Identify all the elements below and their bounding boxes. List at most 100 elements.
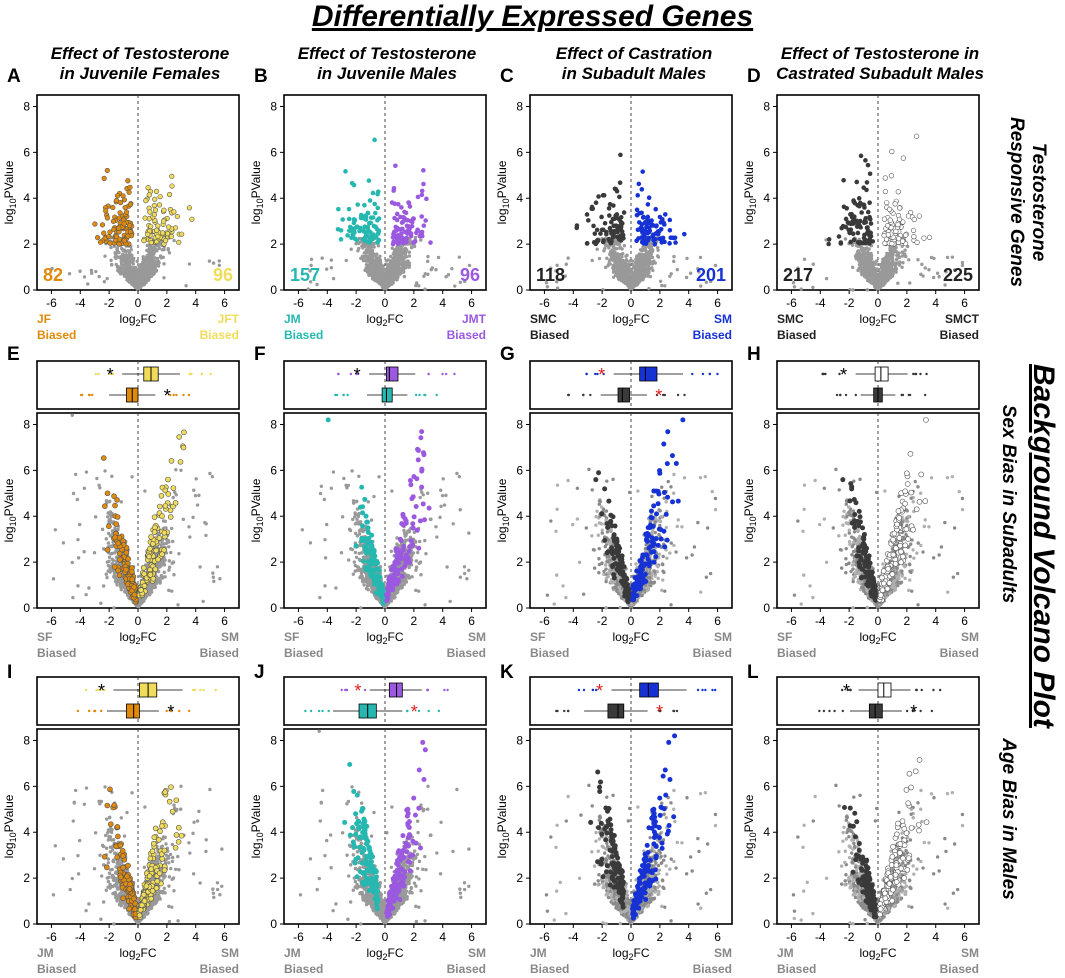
background-point <box>648 274 653 279</box>
background-point <box>390 269 395 274</box>
left-biased-point <box>110 204 116 211</box>
background-point <box>407 250 412 254</box>
right-biased-point <box>169 173 175 179</box>
background-point <box>824 276 829 281</box>
background-point <box>115 247 119 252</box>
background-point <box>864 259 868 264</box>
left-biased-point <box>601 238 606 243</box>
background-point <box>931 275 936 280</box>
right-biased-point <box>428 240 433 245</box>
right-biased-point <box>155 223 161 229</box>
background-point <box>417 284 421 288</box>
left-biased-point <box>864 180 870 185</box>
right-biased-point <box>654 223 659 228</box>
background-point <box>874 278 878 283</box>
background-point <box>349 247 353 251</box>
right-biased-point <box>645 202 651 207</box>
x-tick-label: -4 <box>75 296 86 310</box>
right-biased-point <box>415 194 421 200</box>
x-tick-label: 4 <box>932 296 939 310</box>
right-biased-point <box>913 133 920 139</box>
left-biased-point <box>867 241 872 246</box>
left-biased-point <box>365 224 371 230</box>
right-biased-point <box>639 187 645 192</box>
left-biased-point <box>621 210 627 215</box>
right-biased-point <box>645 214 651 220</box>
background-point <box>324 267 329 271</box>
left-biased-point <box>95 234 101 241</box>
right-biased-point <box>162 238 169 244</box>
background-point <box>645 270 650 275</box>
background-point <box>331 276 336 281</box>
left-biased-point <box>863 158 868 163</box>
background-point <box>376 274 380 278</box>
right-biased-point <box>404 239 409 245</box>
background-point <box>649 255 653 259</box>
left-biased-point <box>343 169 348 174</box>
background-point <box>103 469 107 473</box>
background-point <box>357 246 361 251</box>
right-biased-point <box>168 233 175 240</box>
background-point <box>638 262 642 266</box>
background-point <box>635 282 640 287</box>
background-point <box>181 517 186 522</box>
background-point <box>105 276 109 281</box>
background-point <box>309 257 314 261</box>
left-biased-point <box>599 214 604 220</box>
right-biased-point <box>916 213 922 219</box>
left-biased-point <box>611 223 617 229</box>
left-biased-point <box>107 240 113 246</box>
left-biased-point <box>367 235 372 240</box>
background-point <box>612 263 616 267</box>
left-biased-point <box>618 152 623 158</box>
background-point <box>894 257 899 262</box>
background-point <box>620 274 624 278</box>
background-point <box>640 248 644 253</box>
background-point <box>177 552 181 556</box>
background-point <box>888 269 893 273</box>
right-biased-point <box>639 239 645 245</box>
background-point <box>120 252 125 257</box>
right-biased-point <box>895 189 901 195</box>
left-biased-point <box>859 210 864 215</box>
background-point <box>603 246 607 251</box>
right-bias-label-line2: Biased <box>693 328 732 342</box>
right-biased-point <box>881 216 888 222</box>
background-point <box>391 263 396 267</box>
background-point <box>131 258 135 263</box>
right-biased-point <box>176 239 182 245</box>
right-biased-point <box>166 191 173 198</box>
background-point <box>655 254 660 258</box>
y-tick-label: 4 <box>270 191 277 205</box>
left-biased-point <box>122 204 128 211</box>
background-point <box>876 287 881 291</box>
background-point <box>862 252 867 256</box>
background-point <box>152 271 156 276</box>
background-point <box>887 254 891 259</box>
left-bias-label-line2: Biased <box>530 328 569 342</box>
background-point <box>384 273 388 277</box>
right-count: 201 <box>696 265 726 285</box>
background-point <box>545 285 550 289</box>
background-point <box>898 260 902 264</box>
background-point <box>367 272 371 277</box>
right-biased-point <box>155 233 161 240</box>
right-biased-point <box>160 218 167 224</box>
background-point <box>792 285 797 289</box>
left-biased-point <box>614 215 620 221</box>
left-bias-label: JF <box>37 312 51 326</box>
background-point <box>116 264 120 269</box>
left-biased-point <box>373 210 378 216</box>
background-point <box>698 255 703 260</box>
background-point <box>167 588 171 593</box>
left-biased-point <box>858 225 863 230</box>
background-point <box>921 274 925 278</box>
left-biased-point <box>125 178 131 184</box>
right-biased-point <box>662 212 668 217</box>
right-biased-point <box>910 227 917 234</box>
right-biased-point <box>667 217 673 223</box>
background-point <box>391 275 396 279</box>
left-biased-point <box>838 241 844 246</box>
left-bias-label-line2: Biased <box>37 328 76 342</box>
left-biased-point <box>607 225 613 231</box>
